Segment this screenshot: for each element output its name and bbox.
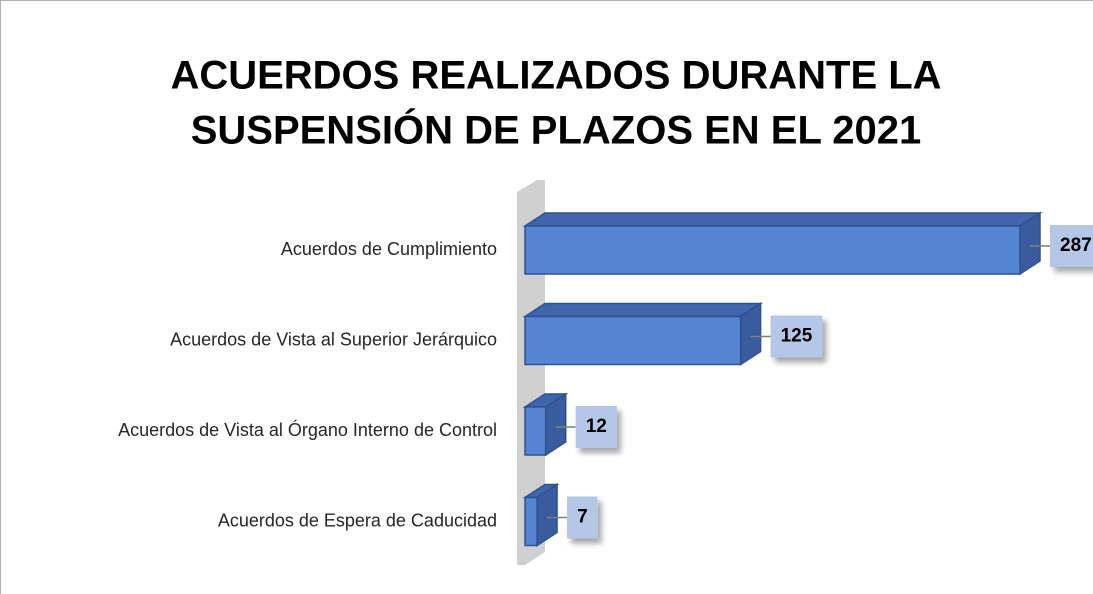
category-label: Acuerdos de Vista al Órgano Interno de C… [118, 419, 497, 440]
data-label-box [567, 496, 598, 539]
data-label: 12 [586, 416, 607, 437]
bar-front [524, 315, 742, 366]
bar-top [522, 212, 1043, 227]
category-label: Acuerdos de Cumplimiento [281, 239, 497, 259]
bar-top [522, 302, 764, 318]
bar-front [524, 225, 1021, 275]
data-label: 7 [577, 507, 588, 528]
chart-title: SUSPENSIÓN DE PLAZOS EN EL 2021 [191, 107, 922, 153]
bar [522, 392, 569, 457]
bar-front [524, 406, 547, 456]
data-label-box [770, 315, 823, 358]
bar [522, 211, 1043, 276]
category-label: Acuerdos de Vista al Superior Jerárquico [170, 329, 497, 349]
bar [522, 302, 764, 366]
data-label: 125 [781, 326, 813, 347]
axis-wall [517, 180, 545, 565]
category-label: Acuerdos de Espera de Caducidad [218, 510, 497, 530]
data-label: 287 [1060, 235, 1092, 256]
data-label-box [1050, 225, 1093, 267]
bar-front [524, 496, 538, 547]
chart-title: ACUERDOS REALIZADOS DURANTE LA [170, 54, 941, 98]
bar [522, 483, 560, 547]
data-label-box [575, 406, 617, 448]
